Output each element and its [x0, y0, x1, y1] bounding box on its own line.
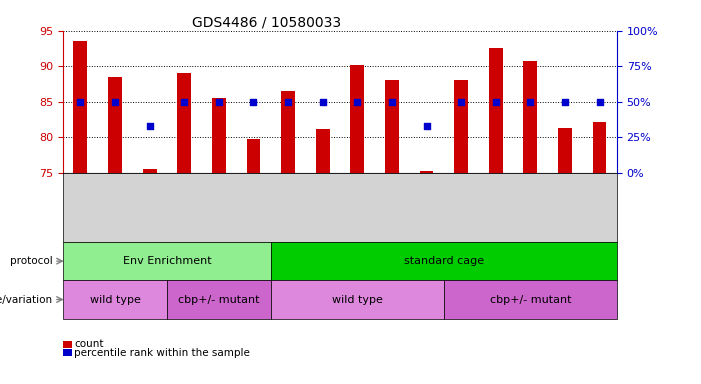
Point: [421, 123, 432, 129]
Point: [144, 123, 155, 129]
Point: [248, 99, 259, 105]
Bar: [74, 41, 88, 173]
Bar: [592, 122, 606, 173]
Point: [559, 99, 571, 105]
Point: [179, 99, 190, 105]
Point: [386, 99, 397, 105]
Point: [283, 99, 294, 105]
Text: genotype/variation: genotype/variation: [0, 295, 53, 305]
Point: [213, 99, 224, 105]
Bar: [524, 61, 537, 173]
Bar: [558, 128, 572, 173]
Bar: [385, 80, 399, 173]
Bar: [281, 91, 295, 173]
Point: [594, 99, 605, 105]
Bar: [108, 77, 122, 173]
Text: wild type: wild type: [90, 295, 140, 305]
Bar: [315, 129, 329, 173]
Text: percentile rank within the sample: percentile rank within the sample: [74, 348, 250, 358]
Point: [317, 99, 328, 105]
Text: Env Enrichment: Env Enrichment: [123, 256, 211, 266]
Text: count: count: [74, 339, 104, 349]
Bar: [177, 73, 191, 173]
Bar: [454, 80, 468, 173]
Text: GDS4486 / 10580033: GDS4486 / 10580033: [192, 15, 341, 29]
Bar: [247, 139, 260, 173]
Point: [456, 99, 467, 105]
Point: [525, 99, 536, 105]
Text: cbp+/- mutant: cbp+/- mutant: [489, 295, 571, 305]
Text: wild type: wild type: [332, 295, 383, 305]
Text: standard cage: standard cage: [404, 256, 484, 266]
Point: [490, 99, 501, 105]
Point: [109, 99, 121, 105]
Text: cbp+/- mutant: cbp+/- mutant: [178, 295, 259, 305]
Bar: [212, 98, 226, 173]
Text: protocol: protocol: [10, 256, 53, 266]
Bar: [143, 169, 156, 173]
Bar: [350, 65, 365, 173]
Point: [352, 99, 363, 105]
Bar: [489, 48, 503, 173]
Bar: [420, 171, 433, 173]
Point: [75, 99, 86, 105]
